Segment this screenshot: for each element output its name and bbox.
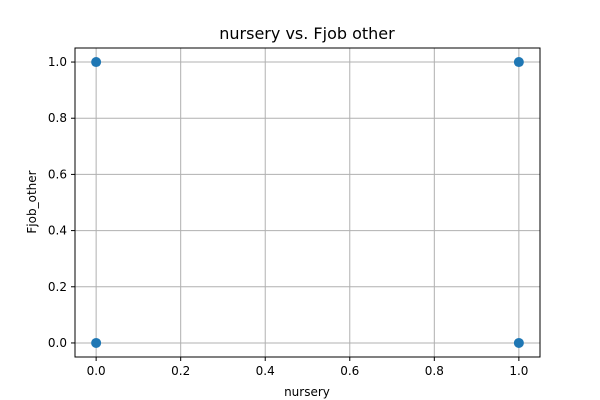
y-tick-label: 0.6 <box>48 167 67 181</box>
x-axis-label: nursery <box>284 385 330 399</box>
scatter-point <box>513 57 524 68</box>
x-tick-label: 0.6 <box>340 364 359 378</box>
y-tick-label: 0.2 <box>48 280 67 294</box>
chart-title: nursery vs. Fjob other <box>219 24 395 43</box>
y-tick-label: 0.8 <box>48 111 67 125</box>
y-axis-label: Fjob_other <box>25 170 39 233</box>
scatter-point <box>91 337 102 348</box>
x-tick-label: 0.4 <box>256 364 275 378</box>
data-points <box>91 57 524 348</box>
y-tick-label: 0.4 <box>48 224 67 238</box>
scatter-point <box>91 57 102 68</box>
y-tick-label: 1.0 <box>48 55 67 69</box>
x-tick-label: 0.8 <box>425 364 444 378</box>
scatter-point <box>513 337 524 348</box>
x-tick-label: 0.0 <box>87 364 106 378</box>
axis-ticks: 0.0 0.2 0.4 0.6 0.8 1.0 0.0 0.2 0.4 0.6 0.8 1.0 <box>48 55 529 378</box>
y-tick-label: 0.0 <box>48 336 67 350</box>
x-tick-label: 1.0 <box>509 364 528 378</box>
grid-lines <box>75 48 540 357</box>
x-tick-label: 0.2 <box>171 364 190 378</box>
plot-frame <box>74 47 541 358</box>
